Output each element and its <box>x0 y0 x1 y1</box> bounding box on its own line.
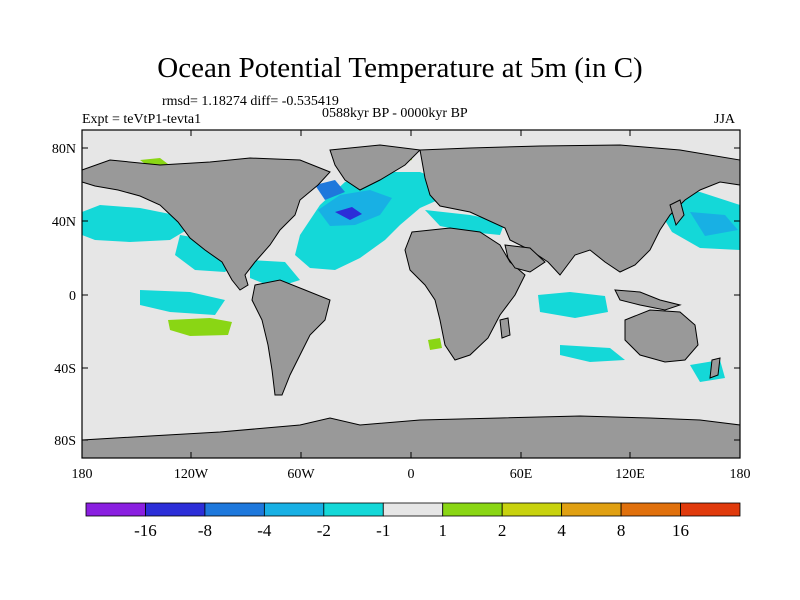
colorbar-label: 8 <box>617 521 626 540</box>
colorbar-swatch <box>442 502 503 517</box>
greenland-land <box>329 144 422 191</box>
stats-label: rmsd= 1.18274 diff= -0.535419 <box>162 94 339 109</box>
colorbar-label: -4 <box>257 521 272 540</box>
land-masses <box>81 144 741 459</box>
northwest-pacific-core <box>690 212 738 236</box>
period-label: 0588kyr BP - 0000kyr BP <box>322 106 468 121</box>
lat-tick-label: 80S <box>54 434 76 449</box>
cape-warm <box>428 338 442 350</box>
colorbar-swatch <box>620 502 681 517</box>
tick-marks <box>82 130 740 458</box>
colorbar-swatch <box>561 502 622 517</box>
colorbar-label: -1 <box>376 521 390 540</box>
labrador-anomaly <box>315 180 345 200</box>
lon-tick-labels: 180 120W 60W 0 60E 120E 180 <box>72 467 751 482</box>
australia-land <box>624 309 699 363</box>
colorbar-label: -8 <box>198 521 212 540</box>
madagascar-land <box>499 317 511 339</box>
lat-tick-labels: 80N 40N 0 40S 80S <box>52 142 76 449</box>
eurasia-land <box>419 144 741 276</box>
chart-title: Ocean Potential Temperature at 5m (in C) <box>157 52 643 84</box>
north-atlantic-core <box>318 190 392 226</box>
colorbar-swatch <box>680 502 741 517</box>
north-atlantic-deep <box>335 207 362 220</box>
indian-ocean-anomaly <box>538 292 608 318</box>
africa-land <box>404 227 526 361</box>
colorbar-swatch <box>382 502 444 517</box>
colorbar-label: 16 <box>672 521 689 540</box>
colorbar-label: 4 <box>557 521 566 540</box>
north-america-land <box>81 157 331 291</box>
southern-indian-anomaly <box>560 345 625 362</box>
colorbar-label: -2 <box>317 521 331 540</box>
lat-tick-label: 80N <box>52 142 76 157</box>
colorbar-swatch <box>204 502 265 517</box>
colorbar-swatch <box>145 502 206 517</box>
colorbar-label: 1 <box>438 521 447 540</box>
experiment-label: Expt = teVtP1-tevta1 <box>82 112 202 127</box>
cool-anomaly-patches <box>82 172 740 382</box>
lat-tick-label: 40N <box>52 215 76 230</box>
colorbar-swatch <box>85 502 146 517</box>
indonesia-land <box>614 289 682 311</box>
lon-tick-label: 180 <box>730 467 751 482</box>
lat-tick-label: 40S <box>54 362 76 377</box>
north-pacific-anomaly <box>82 205 190 242</box>
colorbar-label: 2 <box>498 521 507 540</box>
colorbar-label: -16 <box>134 521 157 540</box>
colorbar-swatch <box>263 502 325 517</box>
south-america-land <box>251 279 331 396</box>
lon-tick-label: 120W <box>174 467 209 482</box>
japan-land <box>669 199 685 227</box>
colorbar-swatch <box>501 502 563 517</box>
season-label: JJA <box>714 112 736 127</box>
gulf-anomaly <box>250 260 300 288</box>
colorbar: -16 -8 -4 -2 -1 1 2 4 8 16 <box>85 502 741 540</box>
lon-tick-label: 60E <box>510 467 533 482</box>
lon-tick-label: 60W <box>287 467 315 482</box>
lon-tick-label: 0 <box>408 467 415 482</box>
lon-tick-label: 180 <box>72 467 93 482</box>
east-pacific-anomaly <box>140 290 225 315</box>
mediterranean-anomaly <box>425 210 505 235</box>
lon-tick-label: 120E <box>615 467 645 482</box>
new-zealand-land <box>709 357 721 379</box>
arabia-land <box>504 244 546 273</box>
lat-tick-label: 0 <box>69 289 76 304</box>
colorbar-swatch <box>323 502 384 517</box>
south-pacific-warm <box>168 318 232 336</box>
